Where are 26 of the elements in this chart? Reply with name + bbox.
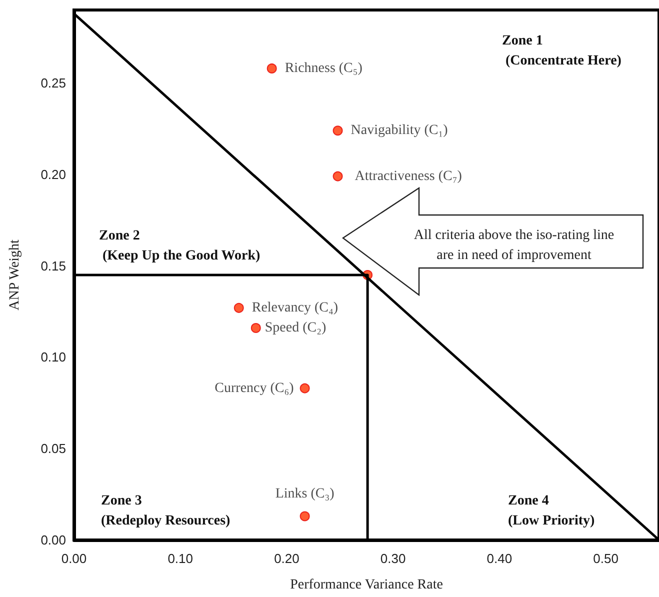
annotation: Zone 1 (Concentrate Here) (502, 34, 622, 68)
data-label: Links (C₃) (275, 486, 335, 502)
data-label: Attractiveness (C₇) (354, 168, 462, 184)
data-label: Relevancy (C₄) (252, 300, 338, 316)
annotation: Zone 2 (Keep Up the Good Work) (99, 228, 260, 264)
y-tick-label: 0.15 (40, 258, 66, 274)
x-tick-label: 0.20 (274, 551, 300, 566)
annotation: Zone 3 (Redeploy Resources) (101, 494, 231, 528)
annotation: Zone 4 (Low Priority) (508, 494, 596, 528)
y-tick-label: 0.25 (40, 76, 66, 91)
y-tick-label: 0.00 (40, 532, 66, 548)
data-label: Currency (C₆) (214, 380, 294, 396)
x-axis-title: Performance Variance Rate (290, 578, 443, 592)
annotation: All criteria above the iso-rating line are in need of improvement (414, 228, 614, 263)
x-tick-label: 0.10 (168, 551, 194, 566)
x-tick-label: 0.40 (486, 551, 512, 566)
x-tick-label: 0.00 (61, 551, 87, 566)
x-tick-label: 0.30 (380, 551, 406, 566)
y-tick-label: 0.10 (40, 350, 66, 365)
y-tick-label: 0.05 (40, 441, 66, 456)
y-axis-title: ANP Weight (8, 239, 22, 310)
data-label: Navigability (C₁) (350, 123, 448, 138)
x-tick-label: 0.50 (593, 551, 618, 566)
data-label: Richness (C₅) (284, 60, 363, 76)
y-tick-label: 0.20 (40, 166, 66, 182)
data-label: Speed (C₂) (264, 320, 326, 336)
